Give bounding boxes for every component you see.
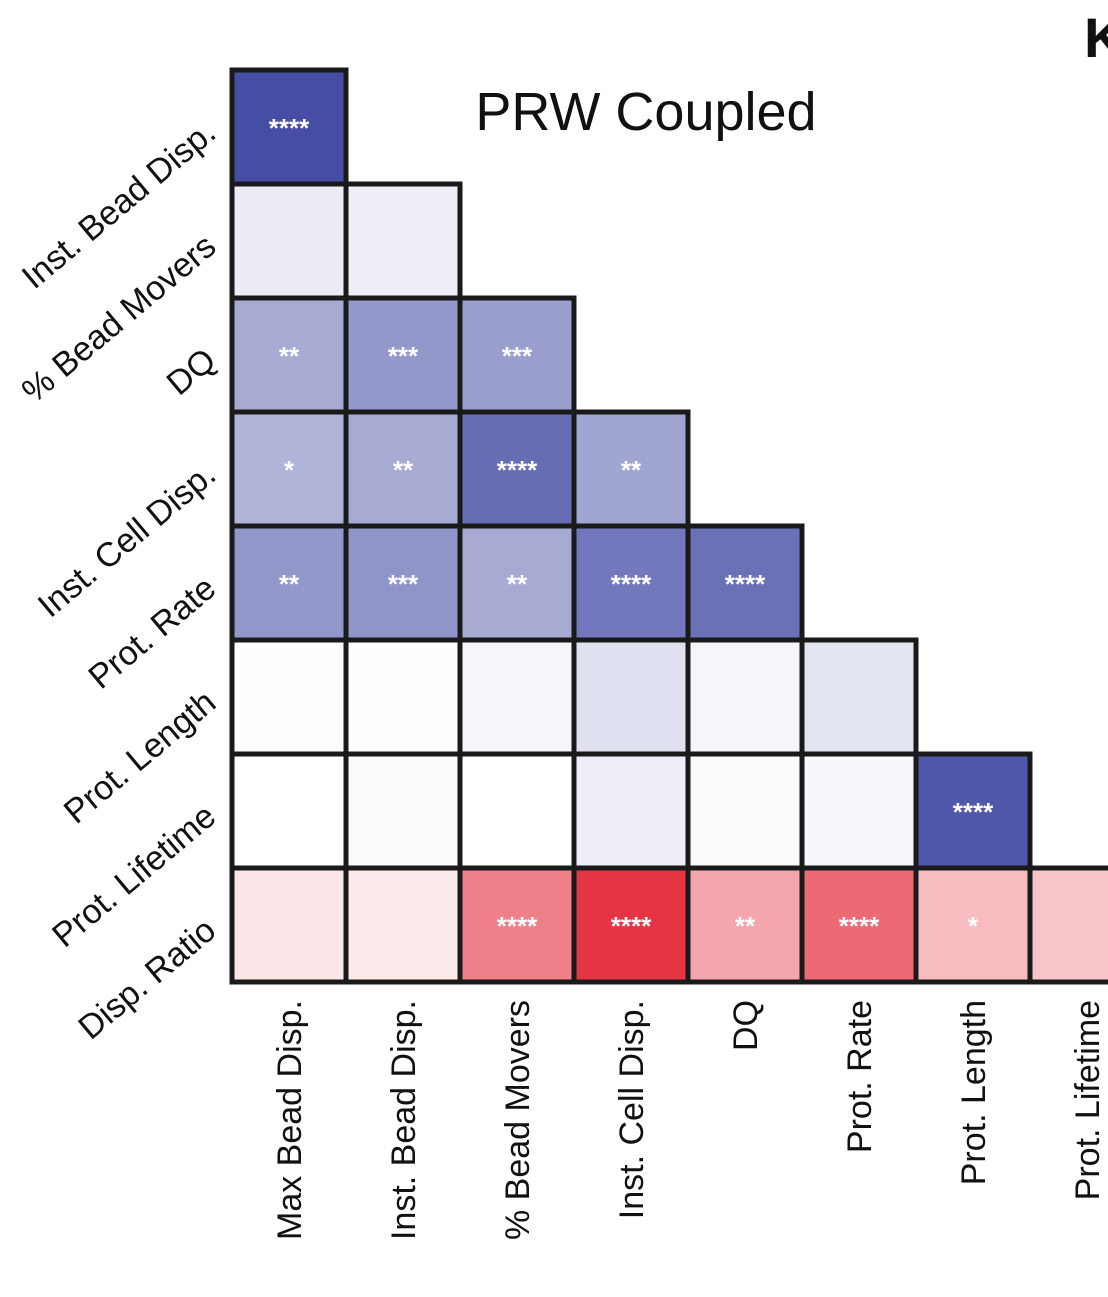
heatmap-cell-r6-c3 xyxy=(571,751,691,871)
significance-label: **** xyxy=(725,569,766,599)
panel-letter: K xyxy=(1084,6,1108,69)
heatmap-cell-r2-c1 xyxy=(343,295,463,415)
column-label: Max Bead Disp. xyxy=(271,1000,309,1240)
heatmap-cell-r5-c0 xyxy=(229,637,349,757)
column-label: Prot. Rate xyxy=(841,1000,879,1153)
significance-label: ** xyxy=(279,569,300,599)
heatmap-cell-r5-c4 xyxy=(685,637,805,757)
heatmap-cell-r4-c3 xyxy=(571,523,691,643)
significance-label: ** xyxy=(393,455,414,485)
significance-label: * xyxy=(284,455,295,485)
heatmap-cell-r7-c1 xyxy=(343,865,463,985)
heatmap-cell-r7-c4 xyxy=(685,865,805,985)
chart-title: PRW Coupled xyxy=(475,82,816,142)
heatmap-cell-r2-c0 xyxy=(229,295,349,415)
heatmap-cell-r6-c4 xyxy=(685,751,805,871)
heatmap-cell-r4-c1 xyxy=(343,523,463,643)
significance-label: **** xyxy=(269,113,310,143)
heatmap-cell-r3-c3 xyxy=(571,409,691,529)
heatmap-cell-r5-c1 xyxy=(343,637,463,757)
heatmap-cell-r6-c5 xyxy=(799,751,919,871)
heatmap-cell-r1-c0 xyxy=(229,181,349,301)
significance-label: *** xyxy=(388,569,419,599)
heatmap-cell-r5-c2 xyxy=(457,637,577,757)
heatmap-cell-r6-c1 xyxy=(343,751,463,871)
heatmap-cell-r6-c6 xyxy=(913,751,1033,871)
significance-label: **** xyxy=(611,569,652,599)
heatmap-cell-r7-c5 xyxy=(799,865,919,985)
row-label: DQ xyxy=(160,341,223,403)
heatmap-cell-r7-c0 xyxy=(229,865,349,985)
significance-label: *** xyxy=(502,341,533,371)
significance-label: **** xyxy=(839,911,880,941)
column-label: Prot. Length xyxy=(955,1000,993,1185)
heatmap-cell-r7-c6 xyxy=(913,865,1033,985)
significance-label: *** xyxy=(388,341,419,371)
row-label: Prot. Rate xyxy=(81,569,223,697)
significance-label: * xyxy=(968,911,979,941)
heatmap-cell-r6-c0 xyxy=(229,751,349,871)
heatmap-cell-r1-c1 xyxy=(343,181,463,301)
significance-label: ** xyxy=(279,341,300,371)
column-label: % Bead Movers xyxy=(499,1000,537,1240)
heatmap-cell-r6-c2 xyxy=(457,751,577,871)
significance-label: ** xyxy=(507,569,528,599)
significance-label: **** xyxy=(953,797,994,827)
significance-label: **** xyxy=(497,455,538,485)
column-label: Inst. Cell Disp. xyxy=(613,1000,651,1219)
heatmap-cell-r7-c2 xyxy=(457,865,577,985)
column-label: Prot. Lifetime xyxy=(1069,1000,1107,1200)
column-label: DQ xyxy=(727,1000,765,1051)
significance-label: **** xyxy=(611,911,652,941)
significance-label: ** xyxy=(621,455,642,485)
heatmap-cell-r7-c7 xyxy=(1027,865,1108,985)
significance-label: **** xyxy=(497,911,538,941)
heatmap-cell-r0-c0 xyxy=(229,67,349,187)
column-label: Inst. Bead Disp. xyxy=(385,1000,423,1240)
heatmap-cell-r7-c3 xyxy=(571,865,691,985)
heatmap-cell-r5-c5 xyxy=(799,637,919,757)
significance-label: ** xyxy=(735,911,756,941)
heatmap-cell-r5-c3 xyxy=(571,637,691,757)
